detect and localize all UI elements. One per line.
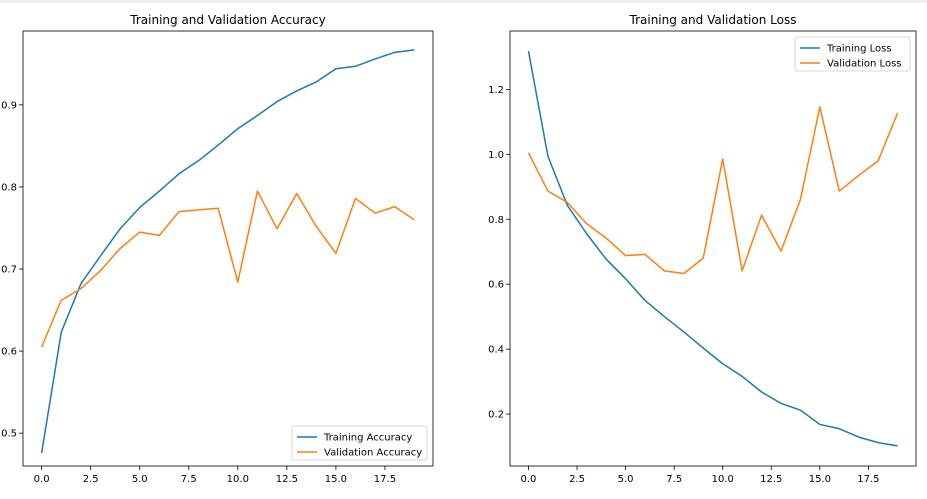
x-tick-label: 7.5: [666, 474, 682, 485]
y-tick-label: 1.2: [488, 85, 504, 96]
y-tick-label: 0.8: [1, 182, 17, 193]
y-tick-label: 0.7: [1, 265, 17, 276]
x-tick-label: 10.0: [227, 474, 249, 485]
legend-label: Training Accuracy: [323, 433, 412, 444]
x-tick-label: 17.5: [857, 474, 879, 485]
x-tick-label: 12.5: [276, 474, 298, 485]
legend-box: [794, 36, 911, 72]
chart-1: Training and Validation Accuracy 0.0 2.5 5.…: [1, 13, 434, 485]
legend: Training Accuracy Validation Accuracy: [291, 425, 428, 461]
y-tick-label: 0.9: [1, 100, 17, 111]
x-tick-label: 15.0: [809, 474, 831, 485]
legend: Training Loss Validation Loss: [794, 36, 911, 72]
y-tick-label: 0.8: [488, 215, 504, 226]
x-tick-label: 15.0: [325, 474, 347, 485]
x-tick-label: 5.0: [132, 474, 148, 485]
series-line-training-accuracy: [40, 49, 415, 453]
x-tick-label: 7.5: [181, 474, 197, 485]
x-tick-label: 5.0: [618, 474, 634, 485]
chart-2: Training and Validation Loss 0.0 2.5 5.0 7.5…: [488, 13, 917, 485]
x-tick-label: 0.0: [521, 474, 537, 485]
x-tick-label: 2.5: [569, 474, 585, 485]
legend-label: Validation Accuracy: [324, 448, 422, 459]
y-tick-label: 0.6: [488, 280, 504, 291]
y-tick-label: 0.6: [1, 347, 17, 358]
x-tick-label: 0.0: [34, 474, 50, 485]
chart-title: Training and Validation Loss: [629, 13, 797, 27]
x-tick-label: 12.5: [760, 474, 782, 485]
y-tick-label: 0.5: [1, 429, 17, 440]
plot-frame: [22, 30, 434, 467]
series-line-validation-loss: [527, 106, 899, 275]
y-tick-label: 1.0: [488, 150, 504, 161]
y-tick-label: 0.4: [488, 345, 504, 356]
y-tick-label: 0.2: [488, 410, 504, 421]
series-line-training-loss: [527, 50, 898, 447]
series-line-validation-accuracy: [40, 190, 415, 348]
top-divider: [0, 0, 927, 3]
x-tick-label: 2.5: [83, 474, 99, 485]
legend-label: Validation Loss: [827, 59, 902, 70]
chart-title: Training and Validation Accuracy: [129, 13, 325, 27]
legend-label: Training Loss: [826, 44, 892, 55]
legend-box: [291, 425, 428, 461]
x-tick-label: 17.5: [374, 474, 396, 485]
plot-frame: [509, 30, 917, 467]
x-tick-label: 10.0: [712, 474, 734, 485]
